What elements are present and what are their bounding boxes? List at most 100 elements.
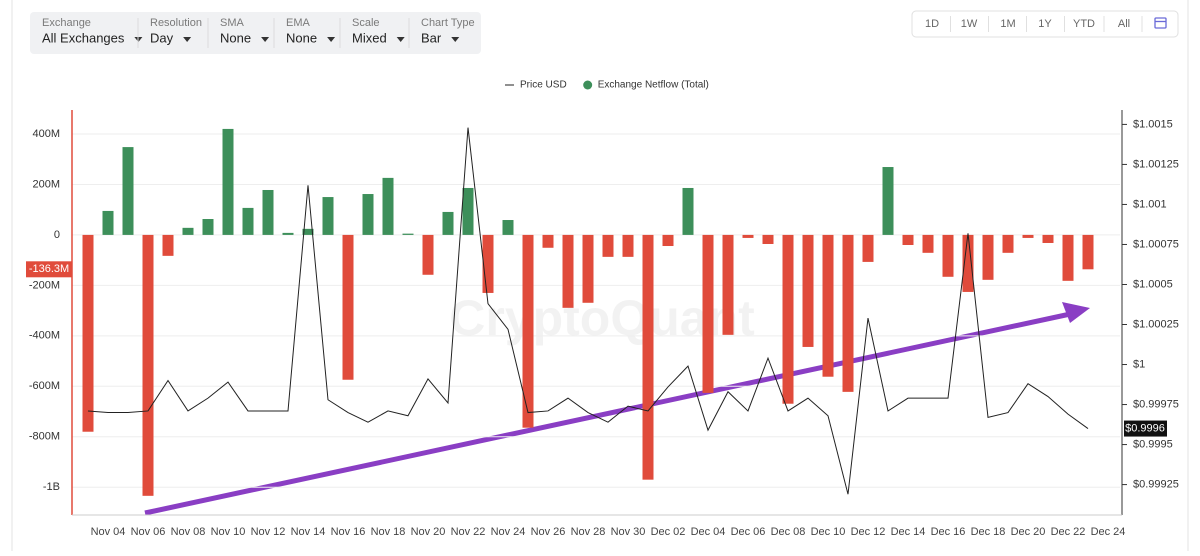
range-button[interactable]: 1Y (1038, 18, 1052, 30)
bar (422, 234, 434, 275)
toolbar (30, 12, 481, 54)
bar (962, 234, 974, 292)
range-button[interactable]: 1D (925, 18, 939, 30)
bar (822, 234, 834, 377)
x-tick-label: Dec 08 (771, 526, 806, 538)
y2-tick-label: $1.001 (1133, 198, 1167, 210)
range-button[interactable]: All (1118, 18, 1130, 30)
latest-label: -136.3M (29, 263, 69, 275)
bar (222, 128, 234, 235)
bar (622, 234, 634, 257)
bar (482, 234, 494, 293)
x-tick-label: Dec 18 (971, 526, 1006, 538)
x-tick-label: Dec 02 (651, 526, 686, 538)
x-tick-label: Nov 16 (331, 526, 366, 538)
y-tick-label: -400M (29, 330, 60, 342)
bar (182, 227, 194, 235)
x-tick-label: Nov 04 (91, 526, 126, 538)
y2-tick-label: $1.0005 (1133, 278, 1173, 290)
bar (582, 234, 594, 303)
bar (602, 234, 614, 257)
x-tick-label: Nov 30 (611, 526, 646, 538)
y-tick-label: 0 (54, 229, 60, 241)
bar (802, 234, 814, 347)
x-tick-label: Dec 12 (851, 526, 886, 538)
bar (462, 187, 474, 235)
bar (402, 233, 414, 235)
bar (302, 228, 314, 235)
bar (82, 234, 94, 432)
y-tick-label: -600M (29, 380, 60, 392)
price-line (87, 127, 1089, 495)
filter-value[interactable]: Bar (421, 30, 442, 45)
bar (442, 211, 454, 235)
latest-marker (1124, 420, 1167, 437)
bar (722, 234, 734, 335)
bar (342, 234, 354, 380)
legend-swatch (583, 80, 593, 90)
x-tick-label: Nov 12 (251, 526, 286, 538)
bar (662, 234, 674, 247)
filter-value[interactable]: Mixed (352, 30, 387, 45)
x-tick-label: Nov 18 (371, 526, 406, 538)
y-tick-label: 200M (32, 178, 60, 190)
x-tick-label: Dec 20 (1011, 526, 1046, 538)
filter-value[interactable]: None (286, 30, 317, 45)
dropdown-caret (183, 37, 192, 42)
bar (322, 197, 334, 235)
bar (542, 234, 554, 248)
bar (1082, 234, 1094, 270)
y2-tick-label: $1.00125 (1133, 158, 1179, 170)
x-tick-label: Dec 22 (1051, 526, 1086, 538)
bar (702, 234, 714, 393)
bar (942, 234, 954, 277)
x-tick-label: Nov 28 (571, 526, 606, 538)
bar (842, 234, 854, 392)
x-tick-label: Nov 08 (171, 526, 206, 538)
annotation-arrow (144, 310, 1076, 516)
dropdown-caret (451, 37, 460, 42)
x-tick-label: Nov 26 (531, 526, 566, 538)
filter-label: EMA (286, 17, 311, 29)
bar (682, 187, 694, 235)
calendar-icon[interactable] (1154, 17, 1167, 29)
y2-tick-label: $0.99975 (1133, 398, 1179, 410)
bar (742, 234, 754, 238)
bar (1022, 234, 1034, 238)
x-tick-label: Dec 10 (811, 526, 846, 538)
annotation-arrowhead (1062, 302, 1090, 323)
dropdown-caret (261, 37, 270, 42)
bar (102, 210, 114, 235)
bar (202, 219, 214, 235)
filter-label: Resolution (150, 17, 202, 29)
x-tick-label: Dec 14 (891, 526, 926, 538)
legend-label[interactable]: Exchange Netflow (Total) (598, 80, 709, 91)
range-button[interactable]: YTD (1073, 18, 1095, 30)
filter-label: Exchange (42, 17, 91, 29)
filter-value[interactable]: None (220, 30, 251, 45)
legend-label[interactable]: Price USD (520, 80, 567, 91)
latest-label: $0.9996 (1125, 422, 1165, 434)
bar (1062, 234, 1074, 281)
x-tick-label: Nov 24 (491, 526, 526, 538)
y-tick-label: -1B (43, 481, 60, 493)
x-tick-label: Nov 20 (411, 526, 446, 538)
y2-tick-label: $1.0015 (1133, 118, 1173, 130)
x-tick-label: Nov 10 (211, 526, 246, 538)
bar (862, 234, 874, 262)
x-tick-label: Dec 24 (1091, 526, 1126, 538)
bar (282, 232, 294, 235)
filter-value[interactable]: All Exchanges (42, 30, 125, 45)
bar (922, 234, 934, 253)
filter-value[interactable]: Day (150, 30, 174, 45)
range-button[interactable]: 1W (961, 18, 978, 30)
filter-label: SMA (220, 17, 245, 29)
y2-tick-label: $0.99925 (1133, 478, 1179, 490)
bar (122, 147, 134, 235)
dropdown-caret (327, 37, 336, 42)
bar (1002, 234, 1014, 253)
range-button[interactable]: 1M (1000, 18, 1015, 30)
filter-label: Scale (352, 17, 380, 29)
y2-tick-label: $1.00075 (1133, 238, 1179, 250)
